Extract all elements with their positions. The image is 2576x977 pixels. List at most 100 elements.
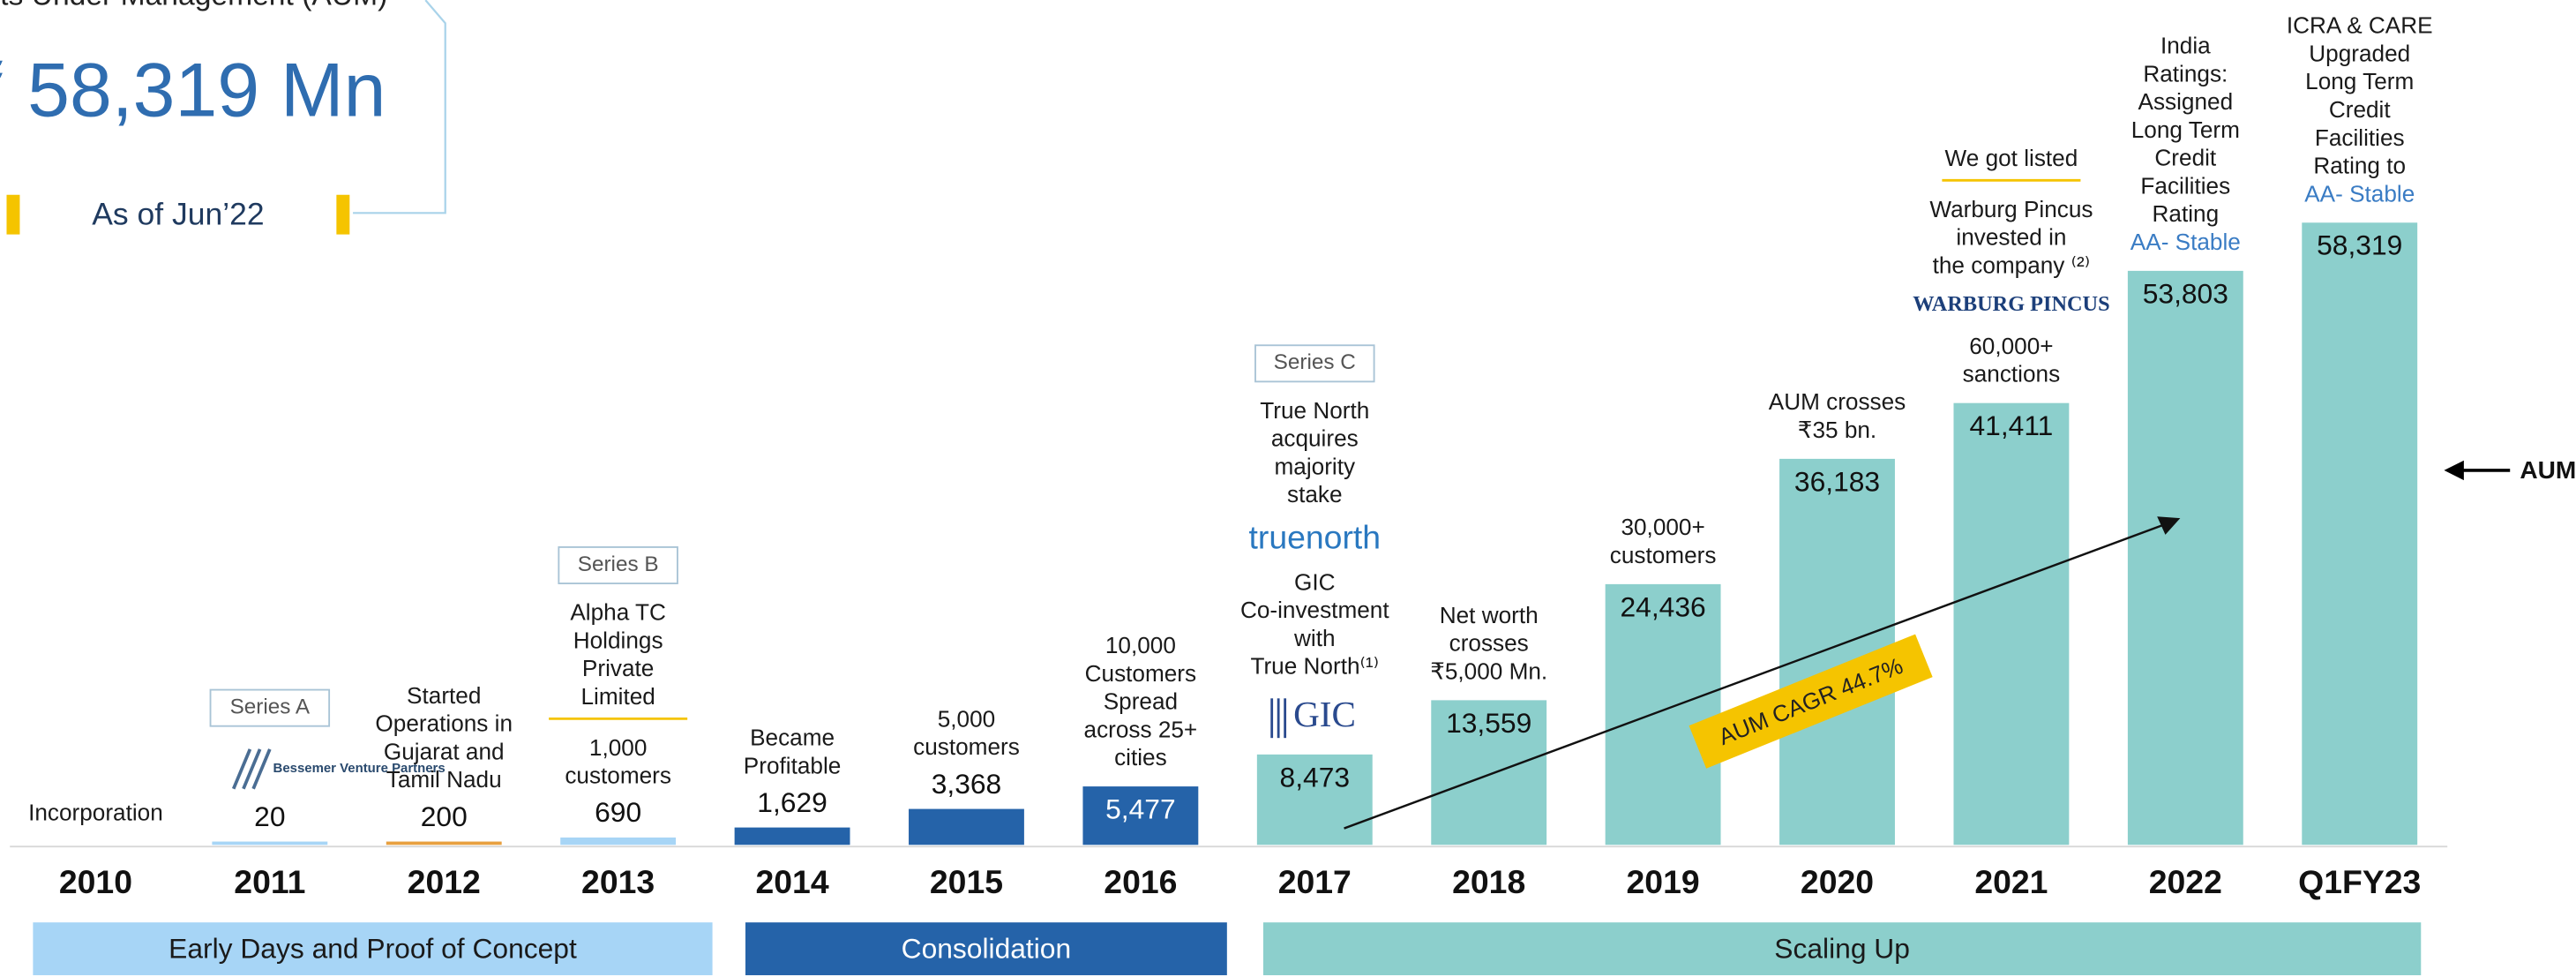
aum-accent <box>6 194 20 235</box>
value-label: 13,559 <box>1446 707 1531 739</box>
milestone-text: True North <box>1260 397 1369 424</box>
milestone-text: Long Term <box>2131 116 2240 143</box>
milestone-text: sanctions <box>1963 361 2061 387</box>
milestone-text: customers <box>565 763 671 789</box>
bar <box>212 841 328 845</box>
x-tick-label: 2011 <box>234 863 305 900</box>
milestone-text: ICRA & CARE <box>2287 12 2433 39</box>
milestone-text: with <box>1293 625 1336 651</box>
milestone-text: Became <box>750 724 835 750</box>
milestone-text: Alpha TC <box>570 599 666 626</box>
logo: Bessemer Venture Partners <box>273 761 446 776</box>
x-tick-label: 2020 <box>1801 863 1874 900</box>
milestone-text: 5,000 <box>938 705 995 732</box>
aum-arrowhead <box>2444 460 2464 481</box>
phase-band <box>1262 922 2422 975</box>
milestone-text: True North⁽¹⁾ <box>1250 653 1379 680</box>
phase-band <box>33 922 713 975</box>
logo: truenorth <box>1248 519 1381 556</box>
bar <box>1953 402 2070 845</box>
value-label: 690 <box>595 796 641 828</box>
value-label: 58,319 <box>2317 229 2402 261</box>
badge-box <box>209 688 331 727</box>
phase-label: Early Days and Proof of Concept <box>168 932 577 964</box>
aum-box <box>353 0 446 214</box>
milestone-text: the company ⁽²⁾ <box>1933 252 2091 278</box>
x-tick-label: 2021 <box>1974 863 2048 900</box>
milestone-text: Co-investment <box>1240 597 1389 623</box>
aum-label: Assets Under Management (AUM) <box>0 0 387 11</box>
milestone-text: Profitable <box>744 752 842 778</box>
value-label: 53,803 <box>2143 277 2228 309</box>
milestone-text: Warburg Pincus <box>1929 196 2093 222</box>
aum-accent <box>336 194 350 235</box>
milestone-text: Long Term <box>2305 68 2414 94</box>
cagr-arrow <box>1344 523 2165 830</box>
bar <box>560 837 677 845</box>
milestone-text: Limited <box>580 683 655 710</box>
logo: WARBURG PINCUS <box>1913 292 2109 316</box>
milestone-text: customers <box>1610 542 1717 568</box>
milestone-text: India <box>2160 32 2211 58</box>
milestone-text: Credit <box>2154 145 2217 171</box>
value-label: 3,368 <box>932 768 1002 800</box>
milestone-text: Facilities <box>2315 124 2405 151</box>
milestone-text: AUM crosses <box>1769 388 1906 415</box>
milestone-text: Operations in <box>375 710 513 737</box>
milestone-text: majority <box>1275 453 1356 479</box>
rating: AA- Stable <box>2304 180 2415 207</box>
milestone-text: Private <box>582 655 654 681</box>
milestone-text: Gujarat and <box>384 738 505 764</box>
milestone-text: customers <box>913 733 1020 760</box>
x-tick-label: 2014 <box>755 863 828 900</box>
value-label: 8,473 <box>1280 761 1351 793</box>
milestone-text: 10,000 <box>1105 632 1176 658</box>
milestone-text: 1,000 <box>589 734 647 761</box>
bar <box>2127 270 2243 845</box>
phase-label: Scaling Up <box>1774 932 1910 964</box>
value-label: 41,411 <box>1970 410 2054 441</box>
rating: AA- Stable <box>2130 229 2241 255</box>
x-tick-label: 2019 <box>1627 863 1700 900</box>
milestone-text: ₹35 bn. <box>1798 417 1876 443</box>
cagr-box <box>1689 634 1933 769</box>
badge: Series A <box>230 695 311 719</box>
value-label: 200 <box>421 800 468 832</box>
milestone-text: Facilities <box>2140 172 2230 199</box>
x-tick-label: 2012 <box>408 863 481 900</box>
milestone-text: Started <box>407 682 481 709</box>
logo-slash <box>251 748 272 790</box>
bar <box>1082 786 1199 845</box>
bar <box>386 841 502 845</box>
milestone-text: Rating <box>2153 200 2220 227</box>
aum-marker: AUM <box>2520 456 2576 484</box>
milestone-text: Rating to <box>2313 153 2406 179</box>
logo-slash <box>231 748 252 790</box>
bar <box>909 808 1024 845</box>
bar <box>2302 222 2418 845</box>
milestone-text: Credit <box>2329 96 2392 123</box>
milestone-text: 60,000+ <box>1969 333 2053 359</box>
bar <box>1605 583 1721 845</box>
cagr-arrowhead <box>2157 516 2181 535</box>
badge: Series C <box>1274 350 1356 374</box>
milestone-text: Net worth <box>1440 602 1539 628</box>
milestone-text: Upgraded <box>2309 40 2410 66</box>
x-tick-label: 2017 <box>1278 863 1352 900</box>
bar <box>1256 754 1373 845</box>
x-tick-label: 2013 <box>581 863 655 900</box>
x-tick-label: 2010 <box>59 863 132 900</box>
milestone-text: We got listed <box>1945 145 2078 171</box>
milestone-text: Holdings <box>573 627 663 653</box>
x-tick-label: 2022 <box>2149 863 2222 900</box>
badge-box <box>558 545 678 584</box>
phase-label: Consolidation <box>902 932 1071 964</box>
logo-slash <box>242 748 262 790</box>
bar <box>1431 700 1547 845</box>
milestone-text: stake <box>1287 481 1343 507</box>
value-label: 1,629 <box>757 786 827 818</box>
milestone-text: across 25+ <box>1084 716 1198 742</box>
milestone-text: GIC <box>1294 568 1336 595</box>
aum-amount: ₹ 58,319 Mn <box>0 48 386 132</box>
